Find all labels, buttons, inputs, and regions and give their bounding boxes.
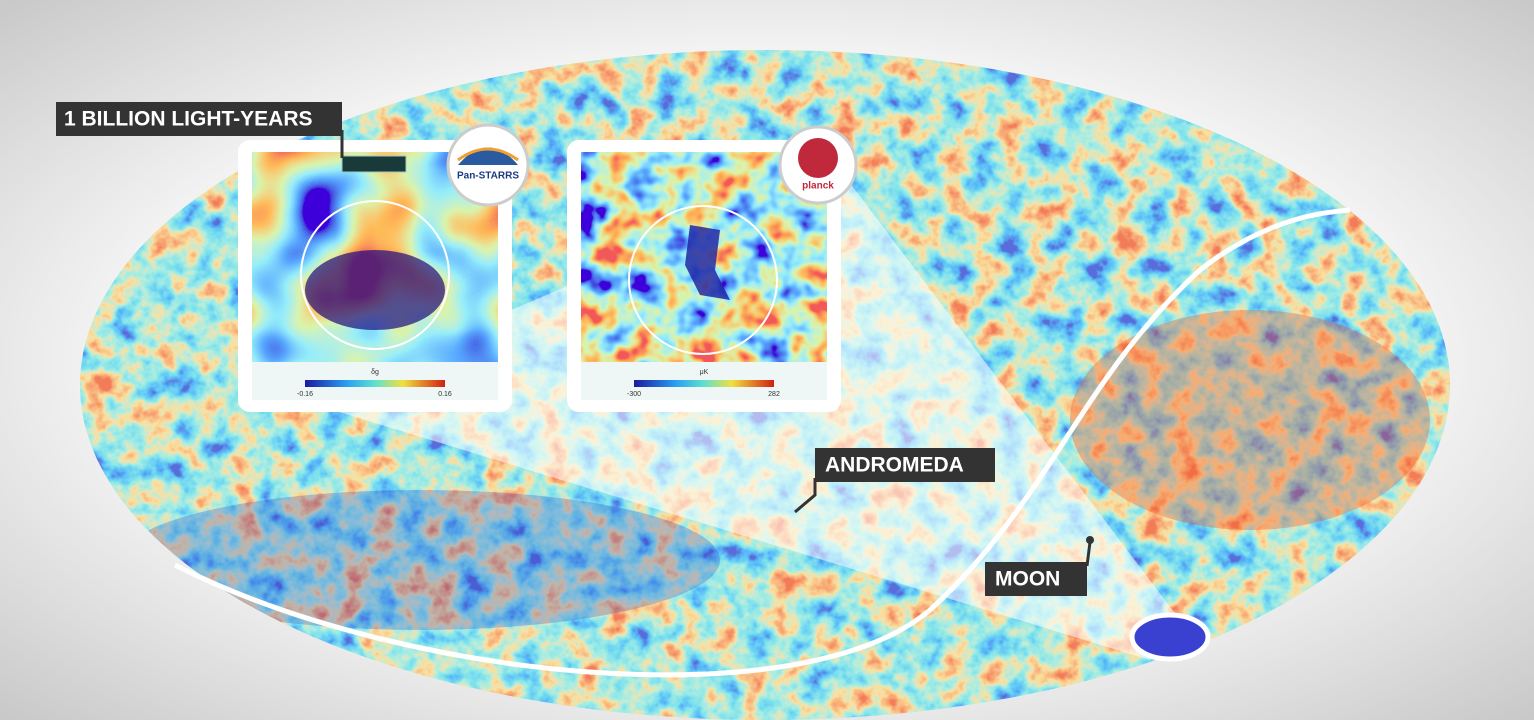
ecliptic xyxy=(173,207,1351,678)
colorbar-max: 282 xyxy=(768,391,780,398)
colorbar xyxy=(634,380,774,387)
scale-bar xyxy=(341,155,407,173)
moon-circle xyxy=(1129,612,1211,662)
colorbar xyxy=(305,380,445,387)
logo-text: Pan-STARRS xyxy=(457,171,519,182)
axis-label: δg xyxy=(371,369,379,376)
logo-mark xyxy=(798,138,838,178)
moon-label: MOON xyxy=(995,568,1060,591)
circle xyxy=(300,200,450,350)
pointer xyxy=(794,478,817,514)
pointer xyxy=(1085,541,1092,567)
colorbar-max: 0.16 xyxy=(438,391,452,398)
circle xyxy=(628,205,778,355)
logo-text: planck xyxy=(802,181,834,192)
cone xyxy=(300,170,1180,660)
scale-label: 1 BILLION LIGHT-YEARS xyxy=(64,108,313,131)
logo-arc xyxy=(457,147,519,162)
label-box xyxy=(815,448,995,482)
andromeda-label: ANDROMEDA xyxy=(825,454,964,477)
moon-dot xyxy=(1086,536,1094,544)
colorbar-min: -300 xyxy=(627,391,641,398)
axis-label: μK xyxy=(700,369,709,376)
label-box xyxy=(985,562,1087,596)
colorbar-min: -0.16 xyxy=(297,391,313,398)
label-box xyxy=(56,102,342,136)
